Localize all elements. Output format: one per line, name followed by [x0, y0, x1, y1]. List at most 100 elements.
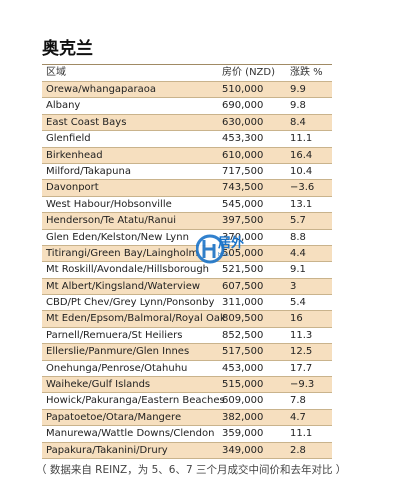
cell-price: 609,000 — [222, 395, 264, 407]
cell-change: 16 — [290, 313, 303, 325]
cell-change: 7.8 — [290, 395, 306, 407]
cell-region: Henderson/Te Atatu/Ranui — [46, 215, 177, 227]
table-row: Waiheke/Gulf Islands 515,000 −9.3 — [42, 377, 332, 394]
cell-change: 2.8 — [290, 444, 306, 456]
cell-region: West Habour/Hobsonville — [46, 198, 172, 210]
cell-price: 809,500 — [222, 313, 264, 325]
cell-change: 11.3 — [290, 329, 313, 341]
watermark-text: 居外 — [218, 236, 245, 251]
table-row: Henderson/Te Atatu/Ranui 397,500 5.7 — [42, 213, 332, 230]
cell-region: Papatoetoe/Otara/Mangere — [46, 411, 182, 423]
cell-change: 3 — [290, 280, 297, 292]
cell-region: Mt Albert/Kingsland/Waterview — [46, 280, 201, 292]
cell-region: Milford/Takapuna — [46, 165, 131, 177]
cell-change: 5.7 — [290, 215, 306, 227]
page-title: 奥克兰 — [42, 39, 93, 59]
table-row: Onehunga/Penrose/Otahuhu 453,000 17.7 — [42, 360, 332, 378]
cell-price: 359,000 — [222, 428, 264, 440]
cell-change: 9.9 — [290, 84, 306, 95]
watermark-subtext: Hou... — [218, 252, 233, 258]
cell-price: 545,000 — [222, 198, 264, 210]
cell-region: Manurewa/Wattle Downs/Clendon — [46, 428, 215, 440]
cell-change: −3.6 — [290, 182, 315, 194]
cell-change: 4.4 — [290, 247, 306, 259]
table-row: East Coast Bays 630,000 8.4 — [42, 114, 332, 132]
cell-region: Parnell/Remuera/St Heiliers — [46, 329, 183, 341]
cell-price: 453,300 — [222, 133, 264, 145]
cell-price: 517,500 — [222, 346, 264, 358]
cell-price: 852,500 — [222, 329, 264, 341]
cell-price: 610,000 — [222, 149, 264, 161]
cell-region: Orewa/whangaparaoa — [46, 84, 157, 95]
cell-region: Glen Eden/Kelston/New Lynn — [46, 231, 189, 243]
cell-region: Ellerslie/Panmure/Glen Innes — [46, 346, 190, 358]
cell-region: East Coast Bays — [46, 116, 127, 128]
cell-region: Glenfield — [46, 133, 91, 145]
header-region: 区域 — [46, 67, 66, 78]
table-row: Parnell/Remuera/St Heiliers 852,500 11.3 — [42, 327, 332, 345]
table-row: Davonport 743,500 −3.6 — [42, 180, 332, 197]
cell-price: 607,500 — [222, 280, 264, 292]
cell-price: 510,000 — [222, 84, 264, 95]
cell-region: Mt Roskill/Avondale/Hillsborough — [46, 264, 210, 276]
cell-price: 453,000 — [222, 362, 264, 374]
cell-change: 9.8 — [290, 100, 306, 112]
table-row: Milford/Takapuna 717,500 10.4 — [42, 163, 332, 181]
cell-price: 521,500 — [222, 264, 264, 276]
table-row: Albany 690,000 9.8 — [42, 98, 332, 115]
footnote: （ 数据来自 REINZ，为 5、6、7 三个月成交中间价和去年对比 ） — [36, 464, 347, 476]
header-price: 房价 (NZD) — [222, 67, 276, 78]
table-header-row: 区域 房价 (NZD) 涨跌 % — [42, 65, 332, 82]
cell-region: CBD/Pt Chev/Grey Lynn/Ponsonby — [46, 297, 215, 309]
table-row: Glenfield 453,300 11.1 — [42, 131, 332, 148]
cell-price: 370,000 — [222, 231, 264, 243]
cell-price: 382,000 — [222, 411, 264, 423]
table-row: Mt Albert/Kingsland/Waterview 607,500 3 — [42, 278, 332, 296]
table-row: Orewa/whangaparaoa 510,000 9.9 — [42, 82, 332, 99]
cell-price: 743,500 — [222, 182, 264, 194]
cell-change: 12.5 — [290, 346, 313, 358]
table-row: Ellerslie/Panmure/Glen Innes 517,500 12.5 — [42, 344, 332, 361]
table-row: Manurewa/Wattle Downs/Clendon 359,000 11.1 — [42, 426, 332, 443]
cell-price: 397,500 — [222, 215, 264, 227]
table-row: Papakura/Takanini/Drury 349,000 2.8 — [42, 442, 332, 459]
table-row: Birkenhead 610,000 16.4 — [42, 147, 332, 164]
cell-price: 311,000 — [222, 297, 264, 309]
watermark-logo-icon — [196, 234, 225, 264]
table-row: Howick/Pakuranga/Eastern Beaches 609,000 7… — [42, 393, 332, 410]
cell-change: 8.4 — [290, 116, 306, 128]
table-row: Mt Roskill/Avondale/Hillsborough 521,500 9… — [42, 262, 332, 279]
cell-price: 630,000 — [222, 116, 264, 128]
cell-change: 11.1 — [290, 428, 313, 440]
table-row: West Habour/Hobsonville 545,000 13.1 — [42, 196, 332, 214]
cell-change: 4.7 — [290, 411, 306, 423]
table-row: Mt Eden/Epsom/Balmoral/Royal Oak 809,500 1… — [42, 311, 332, 328]
table-row: Titirangi/Green Bay/Laingholm 505,000 4.4 — [42, 245, 332, 263]
cell-change: 9.1 — [290, 264, 306, 276]
cell-region: Mt Eden/Epsom/Balmoral/Royal Oak — [46, 313, 226, 325]
price-table: 区域 房价 (NZD) 涨跌 % Orewa/whangaparaoa 510,0… — [42, 64, 332, 459]
cell-change: 17.7 — [290, 362, 313, 374]
cell-change: 5.4 — [290, 297, 306, 309]
cell-region: Birkenhead — [46, 149, 103, 161]
cell-region: Papakura/Takanini/Drury — [46, 444, 168, 456]
cell-region: Davonport — [46, 182, 99, 194]
cell-region: Titirangi/Green Bay/Laingholm — [46, 247, 199, 259]
cell-region: Waiheke/Gulf Islands — [46, 379, 151, 391]
cell-change: 16.4 — [290, 149, 313, 161]
cell-region: Albany — [46, 100, 81, 112]
cell-change: 8.8 — [290, 231, 306, 243]
cell-change: −9.3 — [290, 379, 315, 391]
cell-price: 515,000 — [222, 379, 264, 391]
header-change: 涨跌 % — [290, 67, 323, 78]
cell-region: Onehunga/Penrose/Otahuhu — [46, 362, 188, 374]
cell-change: 10.4 — [290, 165, 313, 177]
cell-change: 11.1 — [290, 133, 313, 145]
table-row: Glen Eden/Kelston/New Lynn 370,000 8.8 — [42, 229, 332, 246]
cell-price: 505,000 — [222, 247, 264, 259]
cell-change: 13.1 — [290, 198, 313, 210]
table-row: Papatoetoe/Otara/Mangere 382,000 4.7 — [42, 409, 332, 427]
table-row: CBD/Pt Chev/Grey Lynn/Ponsonby 311,000 5.4 — [42, 295, 332, 312]
cell-region: Howick/Pakuranga/Eastern Beaches — [46, 395, 225, 407]
cell-price: 690,000 — [222, 100, 264, 112]
